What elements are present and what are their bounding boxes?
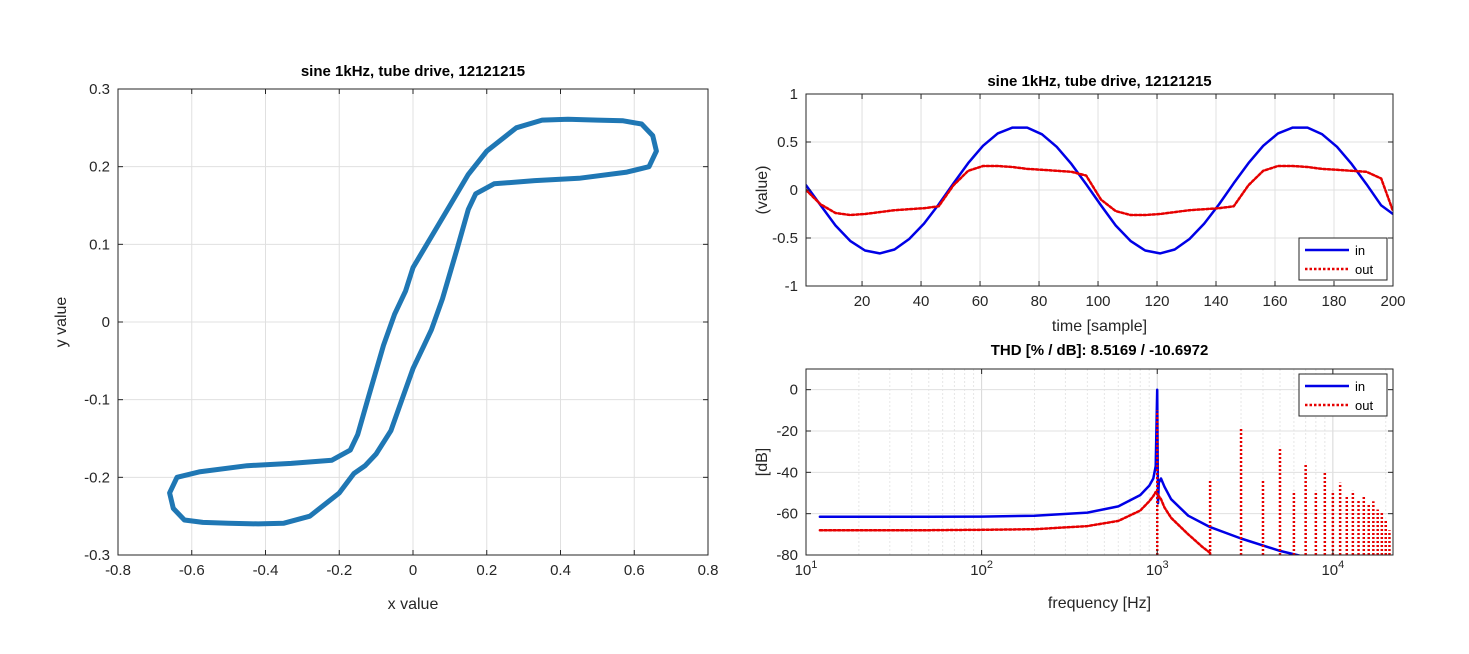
chart-3-x-tick-exponent: 3: [1163, 559, 1169, 571]
chart-1-x-tick-label: 0.8: [698, 562, 719, 579]
chart-2-series-out-line: [806, 164, 1393, 217]
chart-3-x-axis-label: frequency [Hz]: [1048, 595, 1151, 612]
chart-3-y-tick-label: -40: [776, 464, 798, 481]
chart-2-x-tick-label: 40: [913, 293, 930, 310]
chart-1-y-axis-label: y value: [53, 297, 70, 348]
chart-2-y-tick-label: -1: [785, 278, 798, 295]
chart-3-legend-label-in: in: [1355, 379, 1365, 394]
chart-3-x-tick-exponent: 1: [811, 559, 817, 571]
chart-3-series-in-line: [818, 388, 1303, 555]
chart-1-y-tick-label: 0.2: [89, 159, 110, 176]
chart-1-series-group: [167, 116, 659, 527]
chart-1-series-series-1-line: [167, 116, 659, 527]
chart-3-title: THD [% / dB]: 8.5169 / -10.6972: [991, 342, 1209, 359]
chart-3-axes-frame: [805, 368, 1394, 556]
chart-3-group: 101 102 103 104 -80 -60 -40 -20 0 THD [% / dB]: 8…: [754, 342, 1394, 612]
chart-2-legend-box: [1298, 237, 1388, 281]
chart-2-legend-label-out: out: [1355, 262, 1373, 277]
chart-2-title: sine 1kHz, tube drive, 12121215: [987, 73, 1211, 90]
chart-2-y-tick-label: 1: [790, 86, 798, 103]
chart-2-y-tick-label: 0.5: [777, 134, 798, 151]
chart-3-x-tick-label: 101: [795, 559, 818, 579]
chart-2-x-tick-label: 120: [1145, 293, 1170, 310]
chart-2-y-tick-label: -0.5: [772, 230, 798, 247]
chart-1-y-tick-label: -0.1: [84, 392, 110, 409]
chart-3-legend: in out: [1298, 373, 1388, 417]
chart-1-x-tick-label: -0.6: [179, 562, 205, 579]
chart-3-x-tick-exponent: 4: [1338, 559, 1344, 571]
chart-3-legend-box: [1298, 373, 1388, 417]
chart-2-group: 20 40 60 80 100 120 140 160 180 200 -1 -0.5 0 0.5 1 sin…: [754, 73, 1406, 335]
chart-2-x-tick-label: 100: [1086, 293, 1111, 310]
chart-3-x-tick-label: 103: [1146, 559, 1169, 579]
chart-1-x-tick-label: 0: [409, 562, 417, 579]
chart-1-y-tick-label: -0.2: [84, 469, 110, 486]
chart-2-x-tick-label: 180: [1321, 293, 1346, 310]
chart-2-y-axis-label: (value): [754, 166, 771, 215]
chart-3-x-tick-label: 102: [970, 559, 993, 579]
chart-3-y-tick-label: 0: [790, 382, 798, 399]
chart-2-x-tick-label: 160: [1262, 293, 1287, 310]
chart-2-legend-label-in: in: [1355, 243, 1365, 258]
chart-1-title: sine 1kHz, tube drive, 12121215: [301, 63, 525, 80]
chart-2-x-axis-label: time [sample]: [1052, 318, 1147, 335]
chart-1-x-tick-label: 0.4: [550, 562, 571, 579]
chart-2-x-tick-label: 60: [972, 293, 989, 310]
chart-3-series-out-line: [818, 490, 1212, 555]
chart-3-x-tick-exponent: 2: [987, 559, 993, 571]
chart-3-y-axis-label: [dB]: [754, 448, 771, 476]
chart-1-x-tick-label: -0.8: [105, 562, 131, 579]
chart-3-y-tick-label: -20: [776, 423, 798, 440]
chart-3-y-tick-label: -60: [776, 506, 798, 523]
chart-1-y-tick-label: 0.3: [89, 81, 110, 98]
chart-2-x-tick-label: 200: [1380, 293, 1405, 310]
chart-1-x-tick-label: -0.4: [253, 562, 279, 579]
chart-2-y-tick-label: 0: [790, 182, 798, 199]
chart-2-series-in-line: [806, 126, 1393, 255]
chart-1-x-axis-label: x value: [388, 596, 439, 613]
chart-1-group: -0.8 -0.6 -0.4 -0.2 0 0.2 0.4 0.6 0.8 -0.3 -0.2 -0.…: [53, 63, 718, 613]
chart-1-y-tick-label: 0: [102, 314, 110, 331]
chart-3-x-tick-label: 104: [1321, 559, 1344, 579]
chart-1-y-tick-label: -0.3: [84, 547, 110, 564]
chart-2-series-group: [806, 126, 1393, 255]
chart-1-x-tick-label: -0.2: [326, 562, 352, 579]
chart-2-legend: in out: [1298, 237, 1388, 281]
chart-1-x-tick-label: 0.2: [476, 562, 497, 579]
chart-2-x-tick-label: 20: [854, 293, 871, 310]
chart-2-x-tick-label: 80: [1031, 293, 1048, 310]
chart-3-series-group: [818, 388, 1391, 555]
chart-3-y-tick-label: -80: [776, 547, 798, 564]
chart-1-y-tick-label: 0.1: [89, 236, 110, 253]
chart-3-legend-label-out: out: [1355, 398, 1373, 413]
chart-2-x-tick-label: 140: [1203, 293, 1228, 310]
chart-1-x-tick-label: 0.6: [624, 562, 645, 579]
